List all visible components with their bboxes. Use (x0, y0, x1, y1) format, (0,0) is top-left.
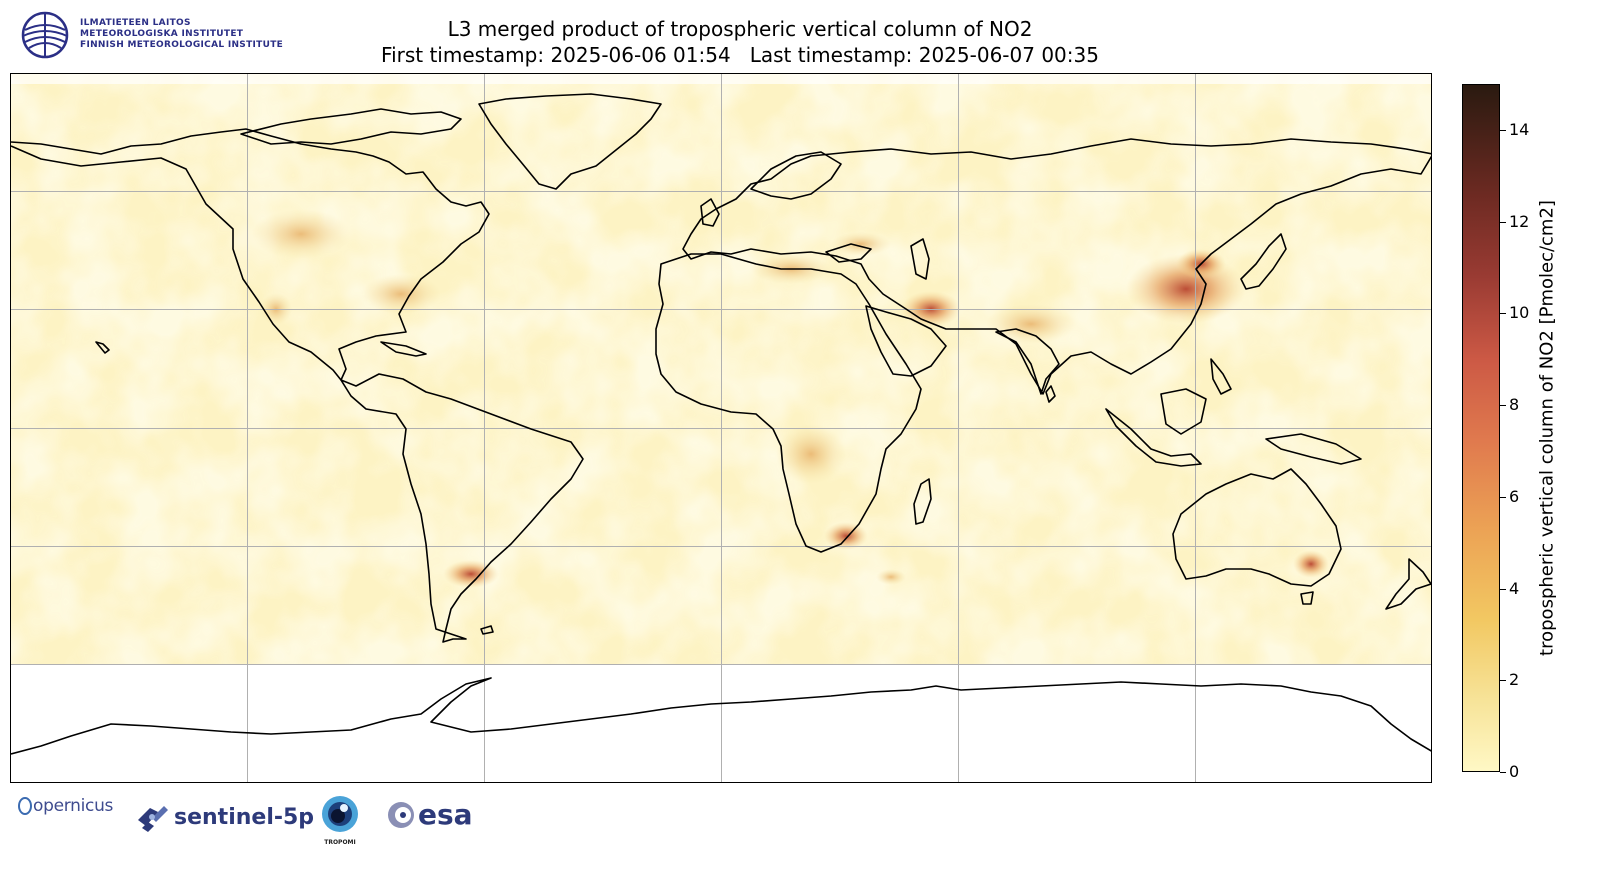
coast-greenland (478, 93, 662, 190)
hotspot-eastern-usa (361, 274, 441, 314)
fmi-logo: ILMATIETEEN LAITOS METEOROLOGISKA INSTIT… (20, 10, 310, 62)
coast-arabia (865, 305, 947, 377)
coast-borneo (1160, 388, 1207, 435)
coast-madagascar (913, 478, 932, 525)
colorbar-tick-mark (1500, 680, 1506, 682)
hotspot-south-atlantic (876, 569, 906, 585)
copernicus-text: opernicus (33, 796, 114, 816)
coast-arctic-islands (240, 108, 462, 145)
map-panel (10, 73, 1432, 783)
colorbar-tick-label: 6 (1509, 486, 1520, 506)
coast-cuba (380, 341, 427, 357)
colorbar-tick-label: 14 (1509, 119, 1530, 139)
satellite-icon (138, 806, 168, 832)
tropomi-logo: TROPOMI (318, 794, 362, 848)
coast-sri-lanka (1045, 385, 1056, 403)
hotspot-highveld (824, 522, 868, 550)
coast-british-isles (700, 198, 720, 227)
no2-hotspots (251, 209, 1329, 588)
colorbar-tick-mark (1500, 313, 1506, 315)
coast-africa (655, 253, 922, 553)
colorbar-tick-label: 10 (1509, 303, 1530, 323)
colorbar-tick-mark (1500, 221, 1506, 223)
hotspot-north-america (251, 209, 351, 259)
colorbar-tick-label: 8 (1509, 395, 1520, 415)
colorbar-tick-label: 2 (1509, 670, 1520, 690)
coast-new-zealand (1385, 558, 1431, 610)
map-title: L3 merged product of tropospheric vertic… (0, 16, 1480, 68)
copernicus-logo: opernicus (18, 796, 113, 816)
tropomi-text: TROPOMI (324, 839, 356, 846)
coast-black-sea (825, 243, 872, 263)
partner-logos: opernicus sentinel-5p TROPOMI esa (18, 792, 498, 852)
coast-scandinavia (750, 151, 842, 200)
title-line-2: First timestamp: 2025-06-06 01:54 Last t… (381, 43, 1099, 67)
coast-south-america (340, 373, 584, 643)
sentinel-logo: sentinel-5p (134, 800, 314, 834)
coast-india (995, 328, 1060, 395)
colorbar-label: tropospheric vertical column of NO2 [Pmo… (1536, 200, 1558, 656)
esa-ring-icon (388, 802, 414, 828)
title-line-1: L3 merged product of tropospheric vertic… (447, 17, 1033, 41)
hotspot-indo-gangetic (986, 304, 1076, 344)
colorbar-tick-label: 12 (1509, 211, 1530, 231)
coast-eurasia (682, 138, 1431, 395)
coast-indonesia (1105, 408, 1202, 467)
coast-hawaii (95, 341, 110, 354)
coastlines (11, 93, 1431, 755)
coast-australia (1172, 468, 1342, 587)
no2-map (11, 74, 1431, 782)
sentinel-text: sentinel-5p (174, 805, 315, 830)
hotspot-sydney (1293, 550, 1329, 578)
colorbar-tick-mark (1500, 496, 1506, 498)
coast-north-america (11, 128, 490, 381)
colorbar-tick-mark (1500, 129, 1506, 131)
fmi-globe-icon (21, 11, 69, 59)
fmi-name-sv: METEOROLOGISKA INSTITUTET (80, 29, 244, 39)
coast-antarctica (11, 677, 1431, 755)
copernicus-c-icon (18, 797, 32, 815)
colorbar-tick-mark (1500, 588, 1506, 590)
colorbar (1462, 84, 1500, 772)
coast-japan (1240, 233, 1287, 290)
colorbar-tick-mark (1500, 405, 1506, 407)
coast-caspian-sea (910, 238, 930, 280)
colorbar-tick-mark (1500, 772, 1506, 773)
colorbar-tick-label: 0 (1509, 762, 1520, 781)
coast-tasmania (1300, 591, 1314, 605)
coast-philippines (1210, 358, 1232, 395)
esa-text: esa (418, 798, 473, 831)
tropomi-eye-icon (322, 796, 358, 832)
map-gridlines (11, 74, 1431, 782)
hotspot-central-africa (776, 424, 846, 484)
coast-falklands (480, 625, 494, 635)
esa-logo: esa (386, 798, 473, 831)
coast-new-guinea (1265, 433, 1362, 465)
colorbar-tick-label: 4 (1509, 578, 1520, 598)
fmi-name-en: FINNISH METEOROLOGICAL INSTITUTE (80, 40, 284, 50)
fmi-name-fi: ILMATIETEEN LAITOS (80, 18, 191, 28)
hotspot-caspian (831, 232, 891, 256)
